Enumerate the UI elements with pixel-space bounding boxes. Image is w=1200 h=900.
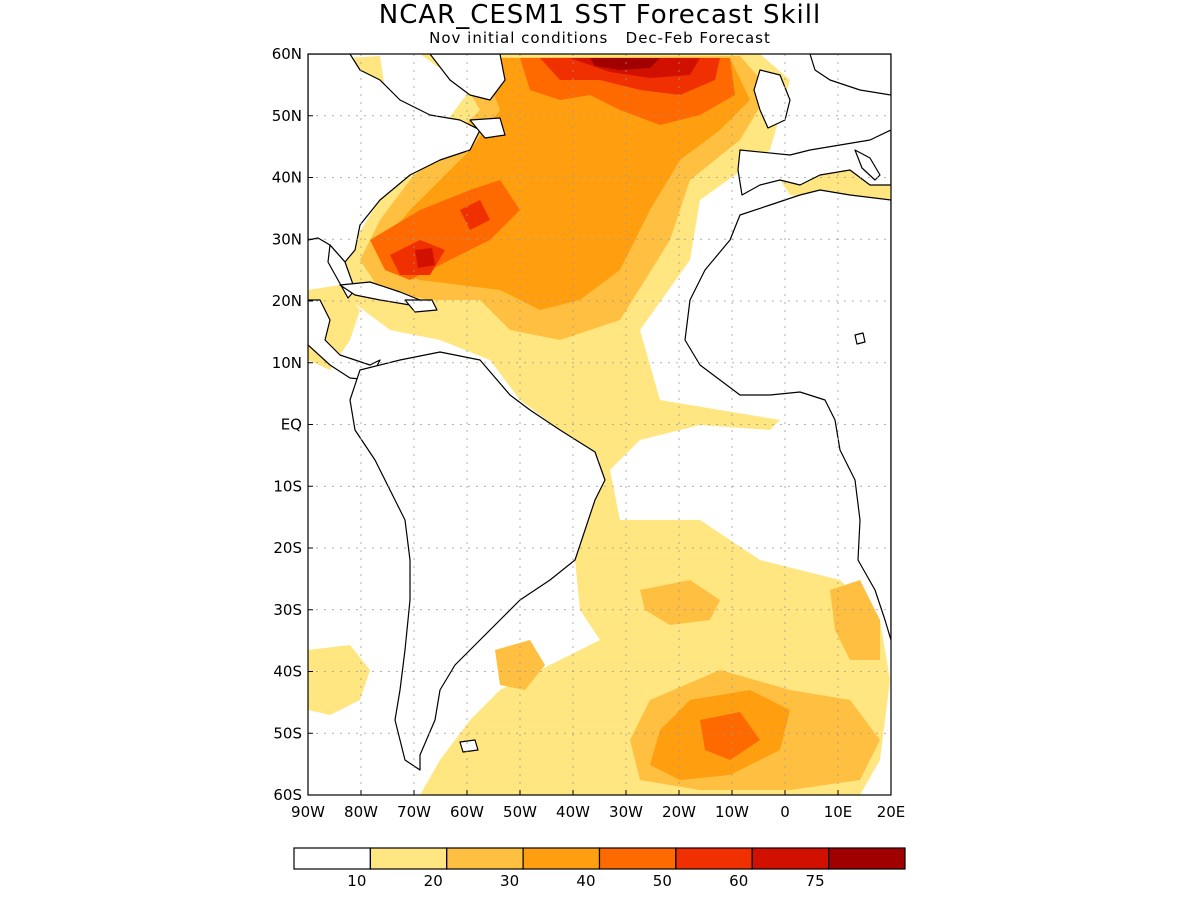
colorbar-swatch bbox=[293, 847, 371, 870]
continents bbox=[308, 54, 891, 771]
africa-landmass bbox=[684, 189, 891, 641]
map-title: NCAR_CESM1 SST Forecast Skill bbox=[378, 0, 822, 30]
latitude-axis: 60N 50N 40N 30N 20N 10N EQ 10S 20S 30S 40S 50S 60S bbox=[272, 45, 313, 804]
lat-tick-label: 60N bbox=[272, 45, 302, 63]
colorbar-swatch bbox=[446, 847, 524, 870]
lon-tick-label: 60W bbox=[450, 803, 484, 821]
map-subtitle: Nov initial conditions Dec-Feb Forecast bbox=[429, 29, 771, 47]
greenland-landmass bbox=[429, 54, 506, 101]
lon-tick-label: 40W bbox=[556, 803, 590, 821]
lon-tick-label: 20W bbox=[662, 803, 696, 821]
lon-tick-label: 30W bbox=[609, 803, 643, 821]
colorbar-swatch bbox=[751, 847, 830, 870]
lon-tick-label: 10E bbox=[824, 803, 853, 821]
colorbar-label: 40 bbox=[576, 872, 595, 890]
lat-tick-label: 10S bbox=[273, 477, 302, 495]
colorbar-label: 20 bbox=[424, 872, 443, 890]
central-america-landmass bbox=[308, 299, 381, 381]
lon-tick-label: 20E bbox=[877, 803, 906, 821]
skill-region-lightorange bbox=[640, 580, 720, 625]
lon-tick-label: 70W bbox=[397, 803, 431, 821]
great-britain-island bbox=[753, 69, 791, 129]
skill-region-maroon bbox=[590, 58, 660, 70]
cape-verde-islands bbox=[854, 332, 866, 345]
lat-tick-label: 30S bbox=[273, 601, 302, 619]
lon-tick-label: 50W bbox=[503, 803, 537, 821]
lat-tick-label: 50N bbox=[272, 107, 302, 125]
south-america-landmass bbox=[349, 351, 606, 771]
colorbar bbox=[293, 847, 906, 870]
lon-tick-label: 90W bbox=[291, 803, 325, 821]
colorbar-swatch bbox=[522, 847, 601, 870]
skill-region-lightorange bbox=[495, 640, 545, 690]
lon-tick-label: 0 bbox=[780, 803, 790, 821]
colorbar-label: 50 bbox=[653, 872, 672, 890]
lat-tick-label: 50S bbox=[273, 724, 302, 742]
skill-region-lightorange bbox=[830, 580, 880, 660]
graticule bbox=[308, 54, 891, 795]
scandinavia-landmass bbox=[809, 54, 891, 96]
falkland-islands bbox=[459, 739, 479, 753]
lat-tick-label: 40S bbox=[273, 663, 302, 681]
hispaniola-island bbox=[404, 299, 438, 313]
skill-region-darkred bbox=[415, 248, 435, 268]
skill-region-red bbox=[460, 200, 490, 230]
skill-region-darkorange bbox=[700, 712, 760, 760]
colorbar-label: 10 bbox=[347, 872, 366, 890]
lat-tick-label: 40N bbox=[272, 169, 302, 187]
colorbar-swatch bbox=[598, 847, 677, 870]
colorbar-swatch bbox=[369, 847, 448, 870]
lat-tick-label: EQ bbox=[281, 416, 302, 434]
newfoundland-island bbox=[469, 117, 506, 139]
lat-tick-label: 20S bbox=[273, 539, 302, 557]
lon-tick-label: 80W bbox=[344, 803, 378, 821]
colorbar-label: 30 bbox=[500, 872, 519, 890]
colorbar-swatch bbox=[828, 847, 906, 870]
lat-tick-label: 60S bbox=[273, 786, 302, 804]
lon-tick-label: 10W bbox=[715, 803, 749, 821]
colorbar-labels: 10 20 30 40 50 60 75 bbox=[347, 872, 824, 890]
colorbar-swatch bbox=[675, 847, 753, 870]
longitude-axis: 90W 80W 70W 60W 50W 40W 30W 20W 10W 0 10E 20E bbox=[291, 790, 905, 821]
lat-tick-label: 20N bbox=[272, 292, 302, 310]
skill-region-light bbox=[308, 645, 370, 715]
colorbar-label: 75 bbox=[806, 872, 825, 890]
lat-tick-label: 30N bbox=[272, 230, 302, 248]
colorbar-label: 60 bbox=[729, 872, 748, 890]
lat-tick-label: 10N bbox=[272, 354, 302, 372]
